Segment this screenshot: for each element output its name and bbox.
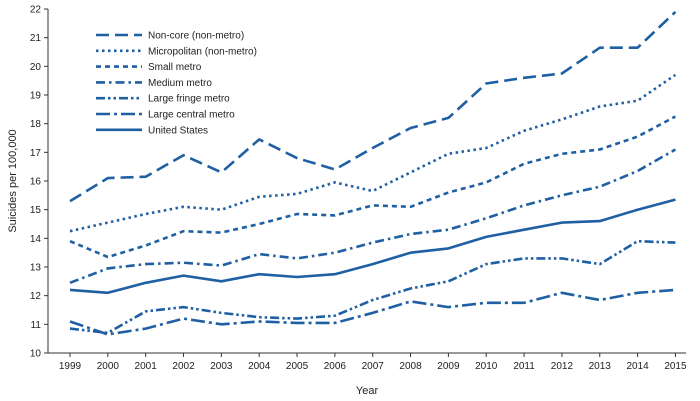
x-tick-label: 2013 — [589, 361, 612, 372]
x-tick-label: 2014 — [626, 361, 649, 372]
legend: Non-core (non-metro) Micropolitan (non-me… — [96, 31, 257, 136]
y-tick-label: 22 — [30, 5, 42, 16]
x-axis-title: Year — [356, 385, 379, 397]
legend-label: Non-core (non-metro) — [148, 31, 244, 42]
legend-label: United States — [148, 125, 208, 136]
series-line-3 — [69, 148, 677, 285]
y-axis-title: Suicides per 100,000 — [7, 129, 19, 232]
x-tick-label: 2002 — [172, 361, 195, 372]
x-tick-label: 2009 — [437, 361, 460, 372]
y-tick-label: 13 — [30, 263, 42, 274]
y-tick-label: 10 — [30, 349, 42, 360]
legend-label: Medium metro — [148, 78, 212, 89]
x-tick-label: 2004 — [248, 361, 271, 372]
legend-label: Micropolitan (non-metro) — [148, 46, 257, 57]
x-tick-label: 2001 — [135, 361, 158, 372]
series-line-1 — [69, 73, 677, 233]
y-tick-label: 12 — [30, 291, 42, 302]
series-line-5 — [69, 288, 676, 336]
x-tick-label: 2007 — [362, 361, 385, 372]
x-tick-label: 2003 — [210, 361, 233, 372]
x-tick-label: 2012 — [551, 361, 574, 372]
legend-label: Large fringe metro — [148, 94, 230, 105]
x-axis-ticks: 1999 2000 2001 2002 2003 2004 2005 2006 2007 2008… — [59, 353, 687, 372]
x-tick-label: 1999 — [59, 361, 82, 372]
y-tick-label: 19 — [30, 91, 42, 102]
series-line-2 — [69, 115, 677, 259]
x-tick-label: 2005 — [286, 361, 309, 372]
x-tick-label: 2011 — [513, 361, 535, 372]
x-tick-label: 2015 — [664, 361, 687, 372]
y-tick-label: 18 — [30, 119, 42, 130]
legend-label: Large central metro — [148, 110, 235, 121]
y-tick-label: 20 — [30, 62, 42, 73]
x-tick-label: 2010 — [475, 361, 498, 372]
x-tick-label: 2006 — [324, 361, 347, 372]
y-tick-label: 17 — [30, 148, 42, 159]
y-tick-label: 11 — [31, 320, 42, 331]
y-tick-label: 21 — [30, 33, 42, 44]
series-line-6 — [69, 198, 676, 295]
y-tick-label: 16 — [30, 177, 42, 188]
y-axis-ticks: 10 11 12 13 14 15 16 17 18 19 20 21 22 — [30, 5, 48, 360]
series-lines — [69, 10, 677, 336]
x-tick-label: 2008 — [399, 361, 422, 372]
series-line-0 — [69, 10, 677, 203]
legend-label: Small metro — [148, 62, 202, 73]
series-line-4 — [69, 239, 676, 335]
y-tick-label: 15 — [30, 205, 42, 216]
y-tick-label: 14 — [30, 234, 42, 245]
x-tick-label: 2000 — [97, 361, 120, 372]
